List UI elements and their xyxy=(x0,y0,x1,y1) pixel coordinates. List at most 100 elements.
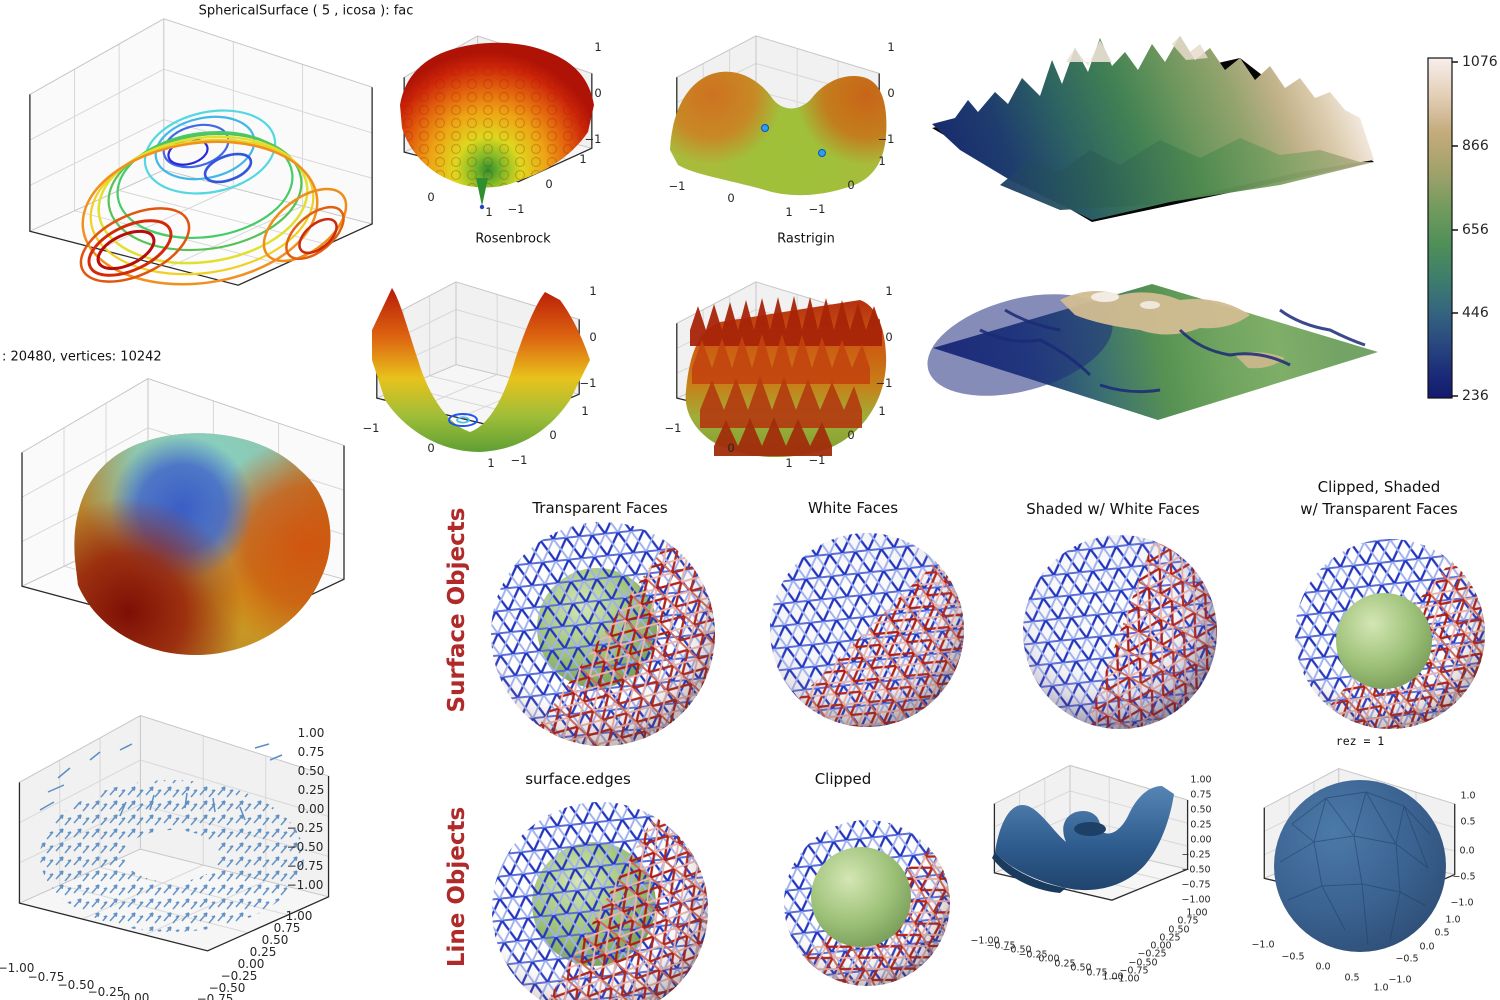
tick: 1 xyxy=(485,205,493,219)
tick: −0.5 xyxy=(1395,953,1419,965)
tick: −0.25 xyxy=(220,969,258,983)
tick: 0 xyxy=(885,330,893,344)
tick: 0.50 xyxy=(261,933,289,947)
tick: −0.25 xyxy=(1137,948,1167,960)
tick: 0.25 xyxy=(1190,819,1212,831)
tick: 1.00 xyxy=(285,909,313,923)
tick: 0 xyxy=(847,428,855,442)
tick: 0.5 xyxy=(1344,972,1360,984)
tick: 1 xyxy=(581,404,589,418)
tick: 0.50 xyxy=(297,764,325,778)
panel-contour3d xyxy=(30,19,372,299)
sphere-title: Transparent Faces xyxy=(532,499,668,517)
sphere-title: Clipped xyxy=(814,770,872,788)
tick: 446 xyxy=(1462,305,1489,321)
tick: 0.0 xyxy=(1315,961,1331,973)
tick: −0.50 xyxy=(1002,944,1032,956)
tick: −1 xyxy=(579,376,597,390)
tick: 0.00 xyxy=(1190,834,1212,846)
tick: −1 xyxy=(507,202,525,216)
sphere-title: White Faces xyxy=(807,499,899,517)
tick: −0.25 xyxy=(1018,949,1048,961)
tick: 0.50 xyxy=(1168,924,1190,936)
tick: 0 xyxy=(847,178,855,192)
tick: 0.00 xyxy=(1150,940,1172,952)
panel-smooth-minima xyxy=(670,34,887,196)
sphere-title: w/ Transparent Faces xyxy=(1300,500,1458,518)
tick: −0.75 xyxy=(1181,879,1211,891)
tick: 0 xyxy=(887,86,895,100)
panel-bumpy-bowl xyxy=(400,34,594,210)
surface-objects-label: Surface Objects xyxy=(444,507,470,713)
panel-blue-surface xyxy=(992,764,1189,902)
tick: 866 xyxy=(1462,138,1489,154)
tick: −1.0 xyxy=(1450,897,1474,909)
tick: −1.0 xyxy=(1388,974,1412,986)
tick: 1 xyxy=(785,456,793,470)
tick: 0.75 xyxy=(1177,915,1199,927)
tick: 1.0 xyxy=(1460,790,1476,802)
tick: −0.75 xyxy=(27,970,65,984)
tick: 0 xyxy=(549,428,557,442)
tick: 0.25 xyxy=(1159,932,1181,944)
rastrigin-title: Rastrigin xyxy=(777,231,835,247)
tick: −1.00 xyxy=(286,878,324,892)
rosenbrock-title: Rosenbrock xyxy=(475,231,551,247)
panel-quiver3d xyxy=(19,716,328,951)
panel-terrain-3d xyxy=(932,36,1374,222)
tick: 1 xyxy=(885,284,893,298)
tick: −1 xyxy=(362,421,380,435)
tick: −0.50 xyxy=(286,840,324,854)
tick: −1.00 xyxy=(1110,973,1140,985)
tick: −1 xyxy=(510,453,528,467)
sphere-transparent-faces xyxy=(491,522,715,746)
panel-rosenbrock xyxy=(372,280,590,452)
colorbar xyxy=(1427,57,1458,399)
tick: 0.00 xyxy=(1038,953,1060,965)
panel-blob xyxy=(22,379,344,655)
tick: −1 xyxy=(808,453,826,467)
tick: 0 xyxy=(727,191,735,205)
tick: −0.5 xyxy=(1452,871,1476,883)
tick: 1 xyxy=(579,152,587,166)
tick: −0.25 xyxy=(286,821,324,835)
tick: −1.00 xyxy=(1181,894,1211,906)
tick: 1 xyxy=(887,40,895,54)
tick: −0.75 xyxy=(286,859,324,873)
tick: 656 xyxy=(1462,222,1489,238)
tick: 0.0 xyxy=(1419,941,1435,953)
tick: −1 xyxy=(584,132,602,146)
tick: 0.50 xyxy=(1190,804,1212,816)
tick: −0.50 xyxy=(1181,864,1211,876)
tick: 0.5 xyxy=(1434,927,1450,939)
tick: −1.0 xyxy=(1251,939,1275,951)
tick: 0.25 xyxy=(249,945,277,959)
tick: 0.75 xyxy=(1086,967,1108,979)
tick: −1.00 xyxy=(970,935,1000,947)
sphere-title: surface.edges xyxy=(525,770,631,788)
tick: 1.00 xyxy=(297,726,325,740)
tick: −1.00 xyxy=(0,961,35,975)
tick: 0 xyxy=(427,190,435,204)
tick: −1 xyxy=(664,421,682,435)
tick: 0.0 xyxy=(1459,845,1475,857)
sphere-clipped-shaded xyxy=(1295,539,1485,729)
tick: 0.00 xyxy=(297,802,325,816)
tick: 1 xyxy=(487,456,495,470)
tick: 0.5 xyxy=(1460,816,1476,828)
tick: 1 xyxy=(785,205,793,219)
tick: −1 xyxy=(808,202,826,216)
tick: 1 xyxy=(589,284,597,298)
sphere-shaded-white-faces xyxy=(1023,535,1217,729)
tick: 1.00 xyxy=(1102,971,1124,983)
tick: −1 xyxy=(877,132,895,146)
sphere-title: Clipped, Shaded xyxy=(1317,478,1441,496)
panel-faceted-sphere xyxy=(1262,767,1457,952)
panel-rastrigin xyxy=(675,280,887,458)
tick: 1.0 xyxy=(1373,982,1389,994)
line-objects-label: Line Objects xyxy=(444,806,470,968)
tick: 0.75 xyxy=(273,921,301,935)
tick: −0.75 xyxy=(1119,965,1149,977)
